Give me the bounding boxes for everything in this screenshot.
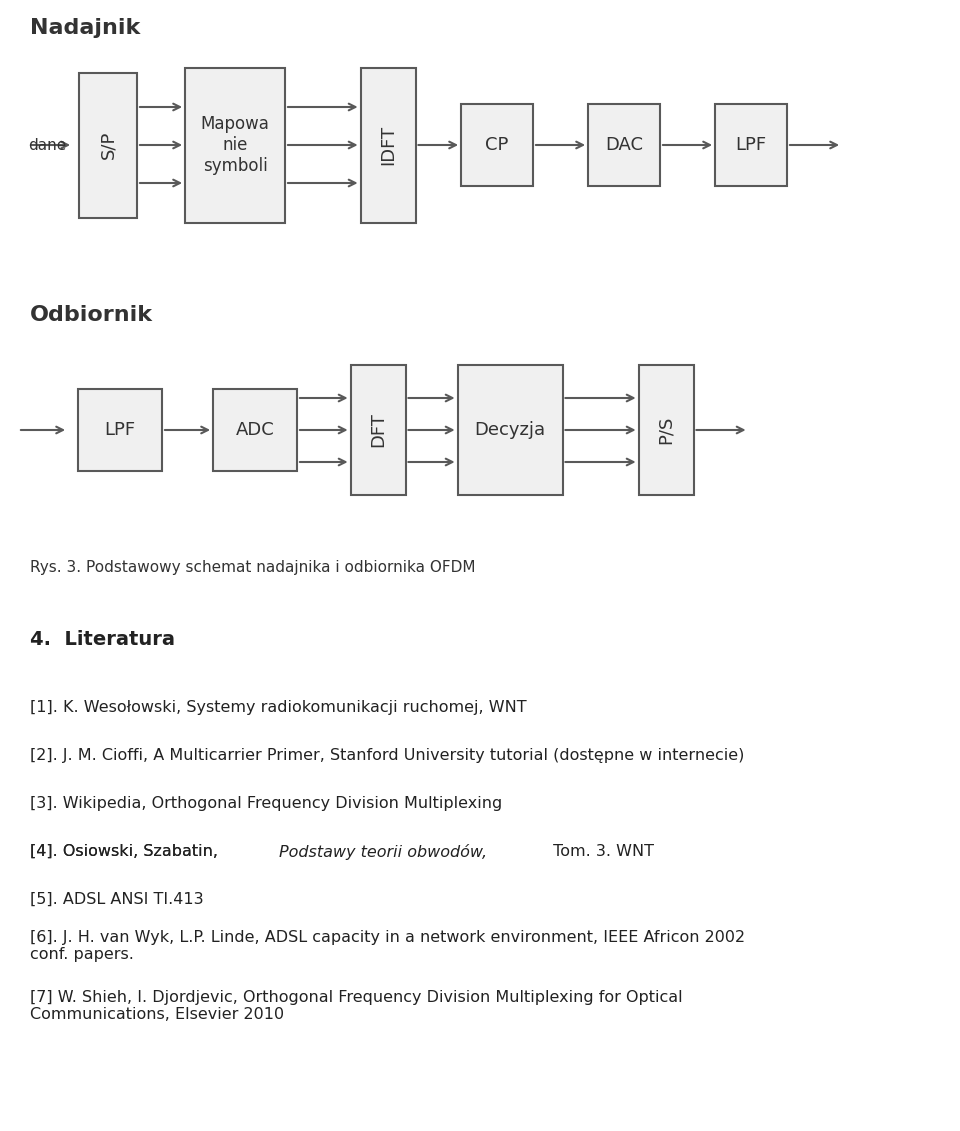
- Text: Mapowa
nie
symboli: Mapowa nie symboli: [201, 115, 270, 175]
- Text: [2]. J. M. Cioffi, A Multicarrier Primer, Stanford University tutorial (dostępne: [2]. J. M. Cioffi, A Multicarrier Primer…: [30, 748, 744, 763]
- Text: [3]. Wikipedia, Orthogonal Frequency Division Multiplexing: [3]. Wikipedia, Orthogonal Frequency Div…: [30, 796, 502, 811]
- Text: P/S: P/S: [657, 416, 675, 444]
- Bar: [79, 72, 137, 217]
- Bar: [458, 365, 563, 495]
- Bar: [78, 389, 162, 470]
- Bar: [461, 104, 533, 185]
- Text: Odbiornik: Odbiornik: [30, 305, 153, 325]
- Bar: [638, 365, 693, 495]
- Text: ADC: ADC: [235, 421, 275, 439]
- Bar: [588, 104, 660, 185]
- Text: Decyzja: Decyzja: [474, 421, 545, 439]
- Text: Rys. 3. Podstawowy schemat nadajnika i odbiornika OFDM: Rys. 3. Podstawowy schemat nadajnika i o…: [30, 560, 475, 575]
- Text: dane: dane: [28, 138, 66, 153]
- Text: S/P: S/P: [99, 131, 117, 159]
- Bar: [213, 389, 297, 470]
- Text: [1]. K. Wesołowski, Systemy radiokomunikacji ruchomej, WNT: [1]. K. Wesołowski, Systemy radiokomunik…: [30, 700, 527, 715]
- Text: DAC: DAC: [605, 136, 643, 154]
- Text: LPF: LPF: [105, 421, 135, 439]
- Text: [4]. Osiowski, Szabatin,: [4]. Osiowski, Szabatin,: [30, 844, 223, 860]
- Text: Tom. 3. WNT: Tom. 3. WNT: [548, 844, 654, 860]
- Bar: [715, 104, 787, 185]
- Text: LPF: LPF: [735, 136, 767, 154]
- Bar: [361, 68, 416, 223]
- Text: [4]. Osiowski, Szabatin,: [4]. Osiowski, Szabatin,: [30, 844, 223, 860]
- Text: Nadajnik: Nadajnik: [30, 18, 140, 38]
- Text: [5]. ADSL ANSI TI.413: [5]. ADSL ANSI TI.413: [30, 892, 204, 907]
- Bar: [350, 365, 405, 495]
- Text: [6]. J. H. van Wyk, L.P. Linde, ADSL capacity in a network environment, IEEE Afr: [6]. J. H. van Wyk, L.P. Linde, ADSL cap…: [30, 930, 745, 962]
- Text: IDFT: IDFT: [379, 124, 397, 165]
- Text: Podstawy teorii obwodów,: Podstawy teorii obwodów,: [279, 844, 488, 860]
- Text: CP: CP: [486, 136, 509, 154]
- Text: DFT: DFT: [369, 413, 387, 448]
- Text: 4.  Literatura: 4. Literatura: [30, 630, 175, 649]
- Text: [7] W. Shieh, I. Djordjevic, Orthogonal Frequency Division Multiplexing for Opti: [7] W. Shieh, I. Djordjevic, Orthogonal …: [30, 990, 683, 1022]
- Bar: [185, 68, 285, 223]
